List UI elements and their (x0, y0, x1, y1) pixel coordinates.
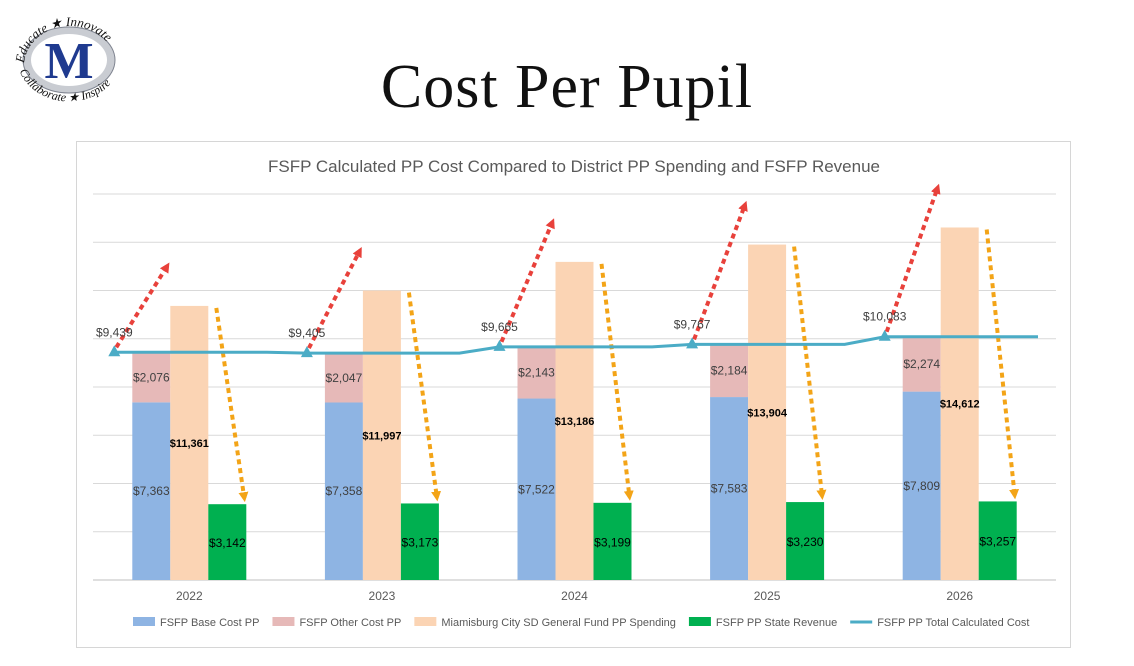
label-district-spending: $13,904 (747, 407, 788, 419)
label-base-cost: $7,522 (518, 482, 555, 496)
bar-base-cost (517, 398, 556, 580)
bar-base-cost (710, 397, 749, 580)
bar-state-revenue (978, 501, 1017, 580)
arrow-down (599, 263, 634, 501)
legend-label-fsfp-other-cost-pp: FSFP Other Cost PP (299, 617, 401, 629)
line-marker (108, 345, 121, 357)
label-base-cost: $7,809 (903, 479, 940, 493)
legend-swatch-miamisburg-city-sd-general-fund-pp-spending (414, 617, 437, 626)
bar-state-revenue (208, 504, 247, 580)
legend-label-miamisburg-city-sd-general-fund-pp-spending: Miamisburg City SD General Fund PP Spend… (441, 617, 676, 629)
bar-state-revenue (593, 502, 632, 580)
arrow-down (406, 292, 442, 502)
bar-district-spending (555, 261, 594, 580)
line-marker (686, 337, 699, 349)
chart-title: FSFP Calculated PP Cost Compared to Dist… (268, 157, 880, 176)
label-district-spending: $11,361 (170, 438, 209, 450)
line-marker (300, 346, 313, 358)
x-tick-label: 2025 (754, 589, 781, 603)
bar-district-spending (748, 244, 787, 580)
legend-label-fsfp-base-cost-pp: FSFP Base Cost PP (160, 617, 259, 629)
legend-label-fsfp-pp-total-calculated-cost: FSFP PP Total Calculated Cost (877, 617, 1029, 629)
arrow-down (792, 246, 827, 501)
bar-other-cost (902, 336, 941, 392)
legend-swatch-fsfp-pp-state-revenue (688, 617, 711, 626)
line-marker (493, 339, 506, 351)
label-district-spending: $14,612 (940, 399, 980, 411)
label-other-cost: $2,143 (518, 366, 555, 380)
label-base-cost: $7,583 (711, 482, 748, 496)
chart-svg: FSFP Calculated PP Cost Compared to Dist… (93, 157, 1056, 629)
x-tick-label: 2023 (369, 589, 396, 603)
arrow-down (214, 307, 249, 503)
bar-base-cost (132, 402, 171, 580)
label-total-cost: $9,665 (481, 320, 518, 334)
arrow-up (307, 247, 362, 350)
arrow-up (499, 218, 555, 343)
label-total-cost: $9,767 (674, 317, 711, 331)
logo-letter: M (44, 33, 93, 90)
label-state-revenue: $3,230 (787, 535, 824, 549)
label-total-cost: $10,083 (863, 310, 907, 324)
legend-swatch-fsfp-base-cost-pp (133, 617, 155, 626)
label-district-spending: $13,186 (555, 416, 595, 428)
legend-swatch-fsfp-other-cost-pp (272, 617, 295, 626)
label-total-cost: $9,439 (96, 325, 133, 339)
label-base-cost: $7,363 (133, 484, 170, 498)
bar-other-cost (132, 352, 171, 403)
bar-base-cost (902, 391, 941, 580)
label-other-cost: $2,184 (711, 364, 748, 378)
label-state-revenue: $3,257 (979, 535, 1016, 549)
bar-other-cost (517, 346, 556, 399)
bar-district-spending (940, 227, 979, 580)
arrow-up (114, 262, 170, 349)
label-district-spending: $11,997 (362, 430, 401, 442)
label-other-cost: $2,274 (903, 357, 940, 371)
district-logo: M Educate ★ Innovate Collaborate ★ Inspi… (12, 14, 116, 105)
label-other-cost: $2,047 (326, 371, 363, 385)
arrow-down (984, 229, 1020, 500)
label-base-cost: $7,358 (326, 484, 363, 498)
label-state-revenue: $3,199 (594, 535, 631, 549)
bar-other-cost (324, 353, 363, 403)
bar-state-revenue (786, 502, 825, 580)
series-line-total-cost (114, 335, 1038, 355)
label-state-revenue: $3,173 (402, 536, 439, 550)
page-title: Cost Per Pupil (380, 53, 754, 121)
bar-base-cost (324, 402, 363, 580)
label-state-revenue: $3,142 (209, 536, 246, 550)
line-marker (878, 329, 891, 341)
bar-district-spending (362, 290, 401, 580)
legend-label-fsfp-pp-state-revenue: FSFP PP State Revenue (716, 617, 837, 629)
bar-other-cost (710, 344, 749, 398)
x-tick-label: 2022 (176, 589, 203, 603)
arrow-up (692, 200, 748, 341)
arrow-up (884, 183, 941, 333)
chart-frame: FSFP Calculated PP Cost Compared to Dist… (76, 141, 1071, 648)
label-other-cost: $2,076 (133, 370, 170, 384)
bar-state-revenue (400, 503, 439, 580)
label-total-cost: $9,405 (289, 326, 326, 340)
x-tick-label: 2024 (561, 589, 588, 603)
x-tick-label: 2026 (946, 589, 973, 603)
